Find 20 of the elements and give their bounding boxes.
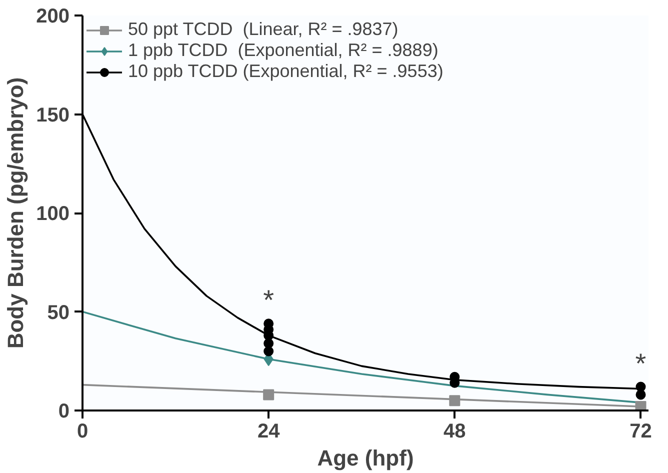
y-tick-label: 0 [58,400,70,422]
x-tick-label: 0 [76,420,88,442]
point [636,382,646,392]
legend-label: 10 ppb TCDD (Exponential, R² = .9553) [128,61,444,82]
y-tick-label: 200 [36,6,70,28]
annotation: * [263,284,274,316]
y-tick-label: 100 [36,203,70,225]
y-axis-title: Body Burden (pg/embryo) [3,77,28,349]
legend-label: 50 ppt TCDD (Linear, R² = .9837) [128,19,398,40]
y-tick-label: 150 [36,104,70,126]
point [449,395,460,406]
point [635,401,646,410]
point [263,389,274,400]
annotation: * [635,348,646,379]
x-tick-label: 72 [630,420,652,442]
x-axis-title: Age (hpf) [317,446,414,470]
x-tick-label: 24 [257,420,281,442]
legend-label: 1 ppb TCDD (Exponential, R² = .9889) [128,40,438,61]
x-tick-label: 48 [444,420,466,442]
y-tick-label: 50 [47,302,70,324]
